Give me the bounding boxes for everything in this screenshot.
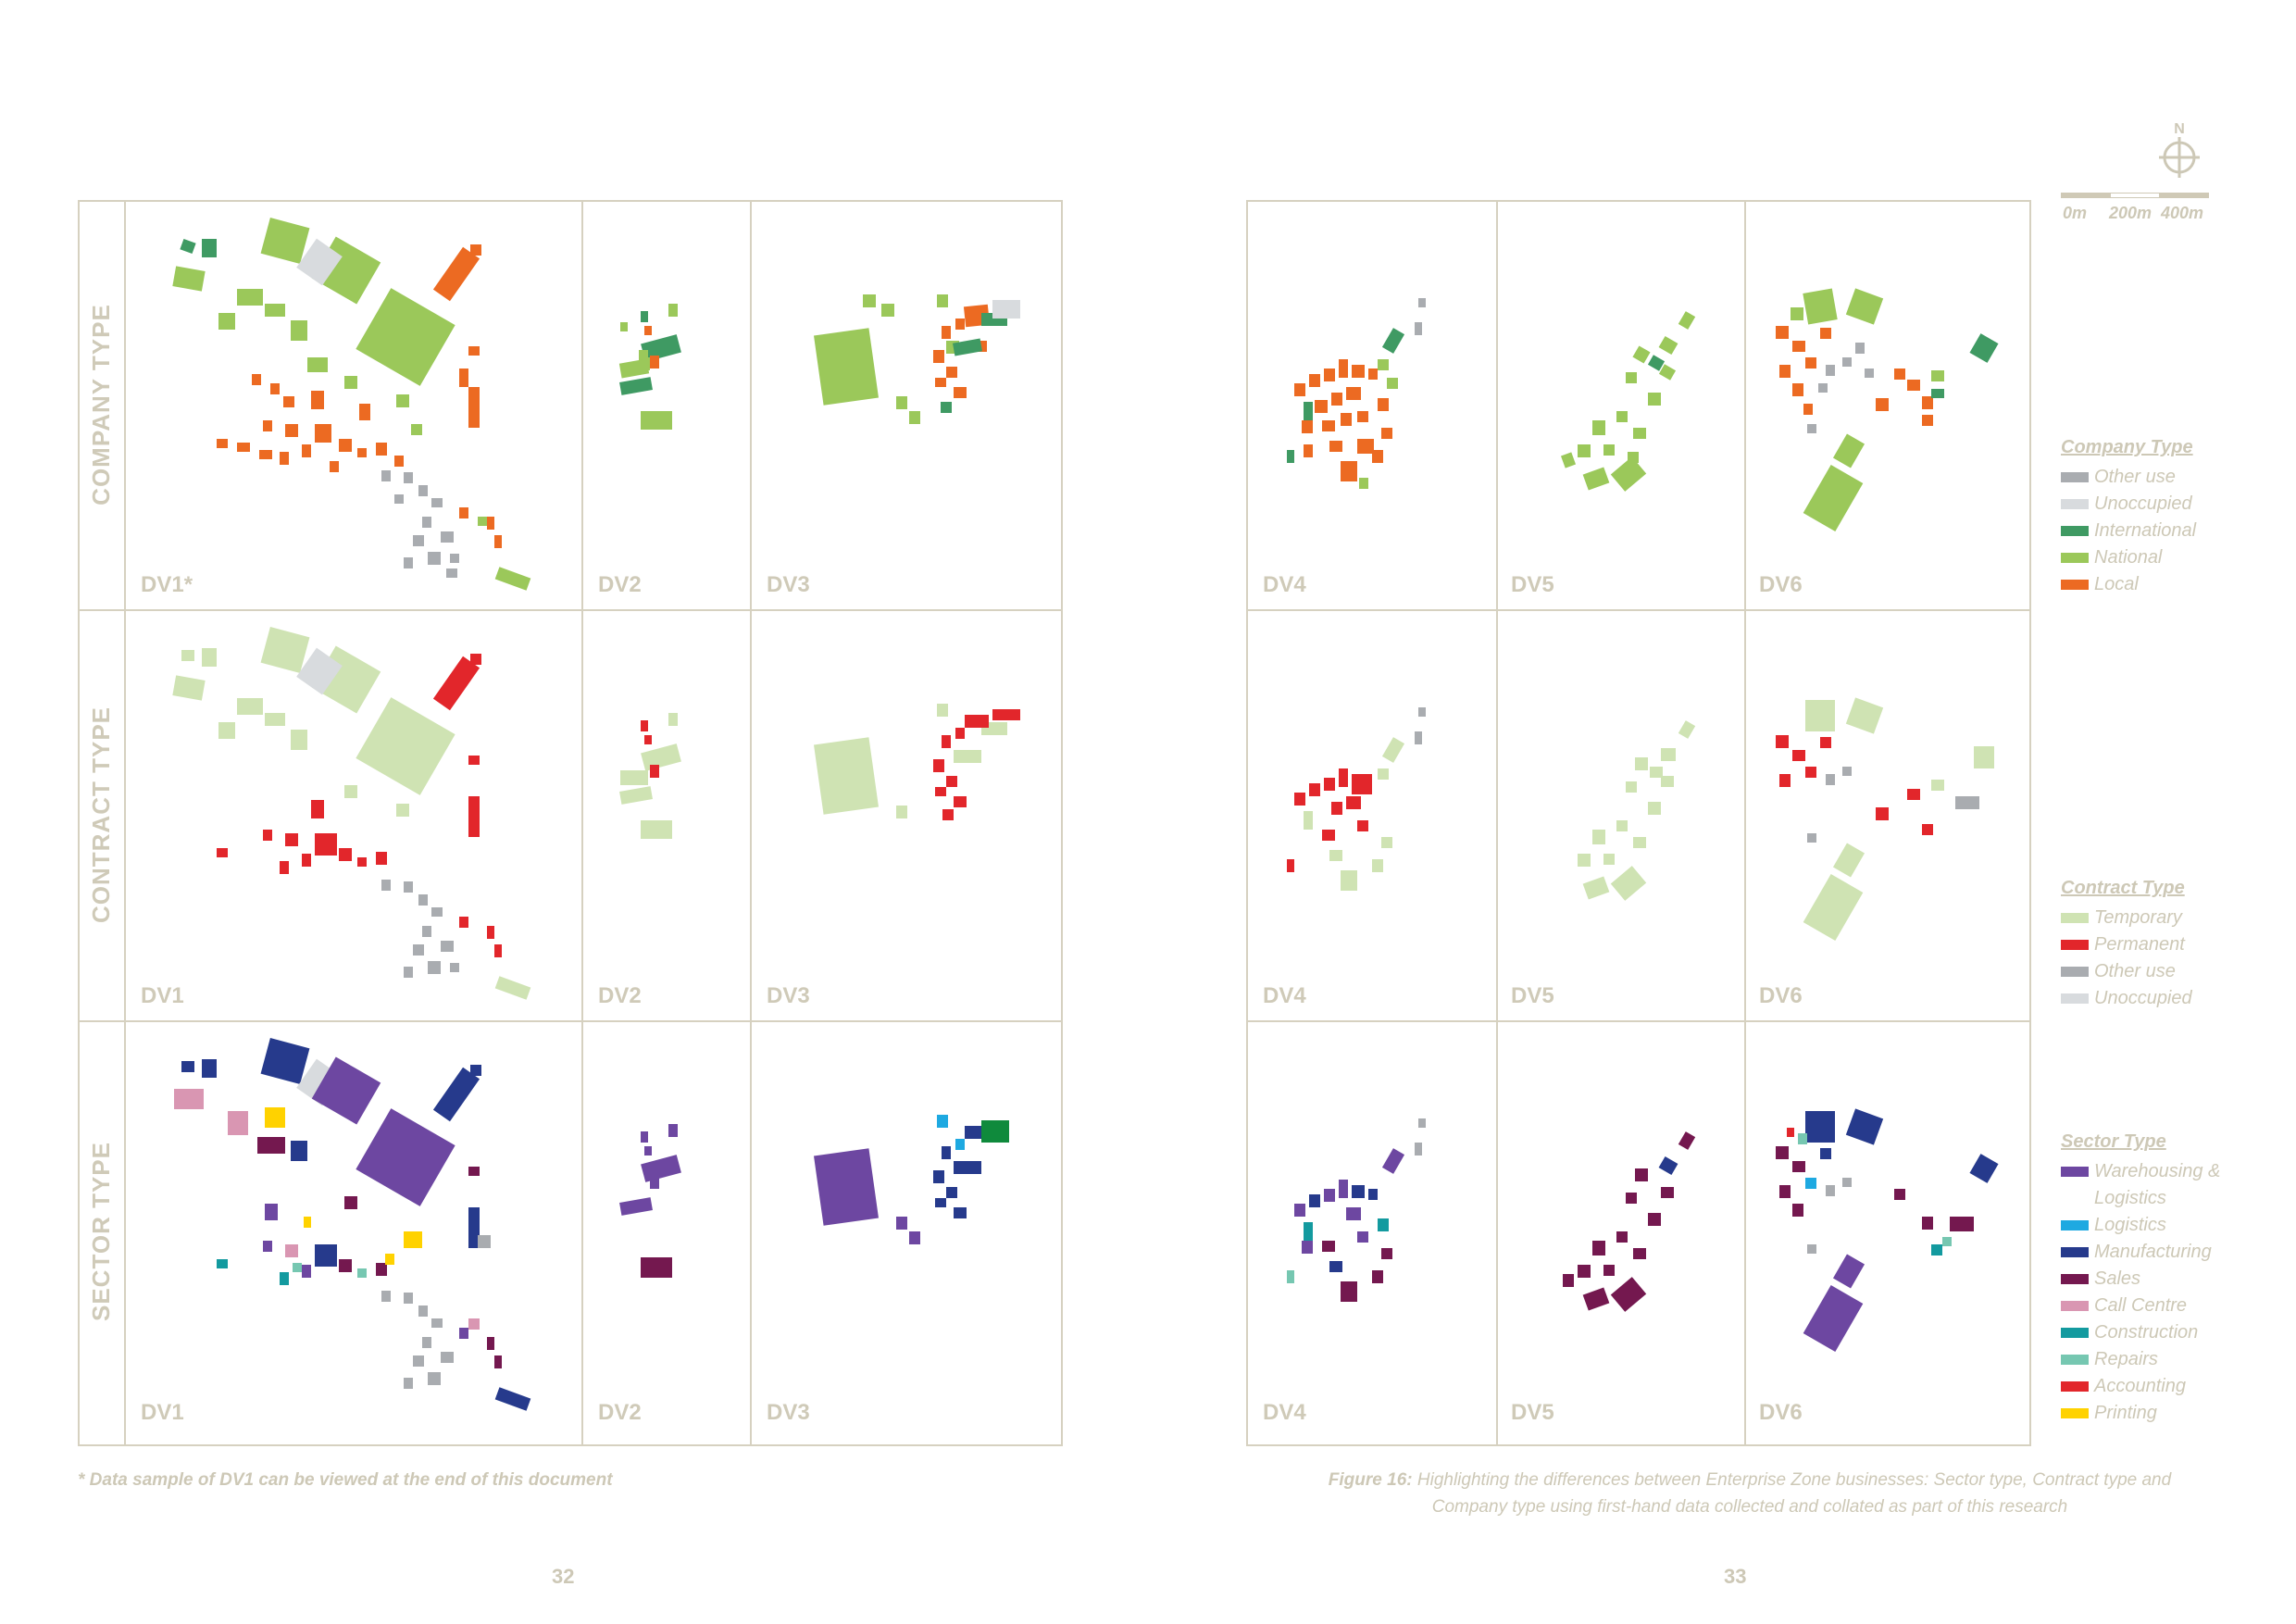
- legend-item: Call Centre: [2061, 1293, 2220, 1319]
- caption-line1: Highlighting the differences between Ent…: [1412, 1470, 2172, 1490]
- scale-label-0: 0m: [2063, 204, 2088, 222]
- map-company-dv2: [618, 304, 681, 430]
- legend-item: Other use: [2061, 464, 2196, 491]
- caption-line2: Company type using first-hand data colle…: [1431, 1497, 2068, 1517]
- row-divider-2-left: [78, 1020, 1063, 1022]
- legend-item: Unoccupied: [2061, 985, 2192, 1012]
- panel-label: DV4: [1263, 1400, 1306, 1425]
- legend-item: Manufacturing: [2061, 1239, 2220, 1266]
- legend-item: Logistics: [2061, 1212, 2220, 1239]
- legend-item: National: [2061, 544, 2196, 571]
- left-figure-frame: [78, 200, 1063, 1446]
- panel-label: DV6: [1759, 1400, 1803, 1425]
- page-number-left: 32: [552, 1565, 575, 1588]
- legend-title: Sector Type: [2061, 1131, 2166, 1152]
- page-number-right: 33: [1724, 1565, 1747, 1588]
- panel-label: DV3: [767, 983, 810, 1008]
- divider-dv2-dv3: [750, 200, 752, 1446]
- legend-item: Other use: [2061, 958, 2192, 985]
- panel-label: DV5: [1511, 983, 1554, 1008]
- map-sector-dv2: [619, 1124, 681, 1278]
- row-divider-1-right: [1246, 609, 2031, 611]
- legend-item: Permanent: [2061, 931, 2192, 958]
- row-label-sector-type: SECTOR TYPE: [87, 1142, 115, 1322]
- legend-item: Printing: [2061, 1400, 2220, 1427]
- divider-dv4-dv5: [1496, 200, 1498, 1446]
- row-label-divider: [124, 200, 126, 1446]
- legend-item: Logistics: [2094, 1188, 2166, 1208]
- panel-label: DV2: [598, 572, 642, 597]
- panel-label: DV2: [598, 983, 642, 1008]
- map-contract-dv1: [172, 626, 531, 1000]
- legend-item: Unoccupied: [2061, 491, 2196, 518]
- legend-item: Accounting: [2061, 1373, 2220, 1400]
- caption-lead: Figure 16:: [1328, 1470, 1413, 1490]
- legend-item: Repairs: [2061, 1346, 2220, 1373]
- scale-bar: [2061, 193, 2209, 198]
- panel-label: DV4: [1263, 572, 1306, 597]
- panel-label: DV5: [1511, 572, 1554, 597]
- map-company-dv6: [1776, 288, 1999, 531]
- legend-company-type: Company Type Other use Unoccupied Intern…: [2061, 437, 2196, 598]
- row-divider-2-right: [1246, 1020, 2031, 1022]
- map-contract-dv4: [1287, 707, 1426, 891]
- map-contract-dv6: [1776, 697, 1994, 941]
- legend-item: Local: [2061, 571, 2196, 598]
- map-company-dv1: [172, 217, 531, 591]
- map-company-dv3: [814, 294, 1020, 424]
- map-sector-dv3: [814, 1115, 1009, 1244]
- map-contract-dv5: [1578, 720, 1696, 901]
- legend-item: Sales: [2061, 1266, 2220, 1293]
- row-label-company-type: COMPANY TYPE: [87, 304, 115, 506]
- map-sector-dv6: [1776, 1108, 1999, 1352]
- legend-title: Contract Type: [2061, 878, 2185, 898]
- right-figure-frame: [1246, 200, 2031, 1446]
- legend-item: Construction: [2061, 1319, 2220, 1346]
- divider-dv5-dv6: [1744, 200, 1746, 1446]
- panel-label: DV1*: [141, 572, 193, 597]
- map-contract-dv2: [619, 713, 681, 839]
- row-label-contract-type: CONTRACT TYPE: [87, 706, 115, 923]
- legend-item: International: [2061, 518, 2196, 544]
- legend-item: Temporary: [2061, 905, 2192, 931]
- panel-label: DV5: [1511, 1400, 1554, 1425]
- panel-label: DV3: [767, 572, 810, 597]
- footnote: * Data sample of DV1 can be viewed at th…: [78, 1470, 613, 1490]
- map-contract-dv3: [814, 704, 1020, 820]
- scale-label-400: 400m: [2161, 204, 2204, 222]
- north-label: N: [2174, 121, 2185, 137]
- divider-dv1-dv2: [581, 200, 583, 1446]
- map-sector-dv4: [1287, 1118, 1426, 1302]
- row-divider-1-left: [78, 609, 1063, 611]
- panel-label: DV4: [1263, 983, 1306, 1008]
- map-sector-dv1: [174, 1037, 531, 1411]
- scale-label-200: 200m: [2109, 204, 2152, 222]
- map-company-dv5: [1560, 311, 1696, 492]
- panel-label: DV6: [1759, 572, 1803, 597]
- legend-title: Company Type: [2061, 437, 2193, 457]
- legend-sector-type: Sector Type Warehousing & Logistics Logi…: [2061, 1131, 2220, 1427]
- legend-item: Warehousing &: [2061, 1158, 2220, 1185]
- panel-label: DV3: [767, 1400, 810, 1425]
- panel-label: DV1: [141, 983, 184, 1008]
- map-company-dv4: [1287, 298, 1426, 489]
- map-sector-dv5: [1563, 1131, 1696, 1312]
- figure-caption: Figure 16: Highlighting the differences …: [1241, 1467, 2259, 1520]
- north-arrow-icon: N: [2159, 121, 2200, 178]
- panel-label: DV2: [598, 1400, 642, 1425]
- legend-contract-type: Contract Type Temporary Permanent Other …: [2061, 878, 2192, 1012]
- panel-label: DV6: [1759, 983, 1803, 1008]
- panel-label: DV1: [141, 1400, 184, 1425]
